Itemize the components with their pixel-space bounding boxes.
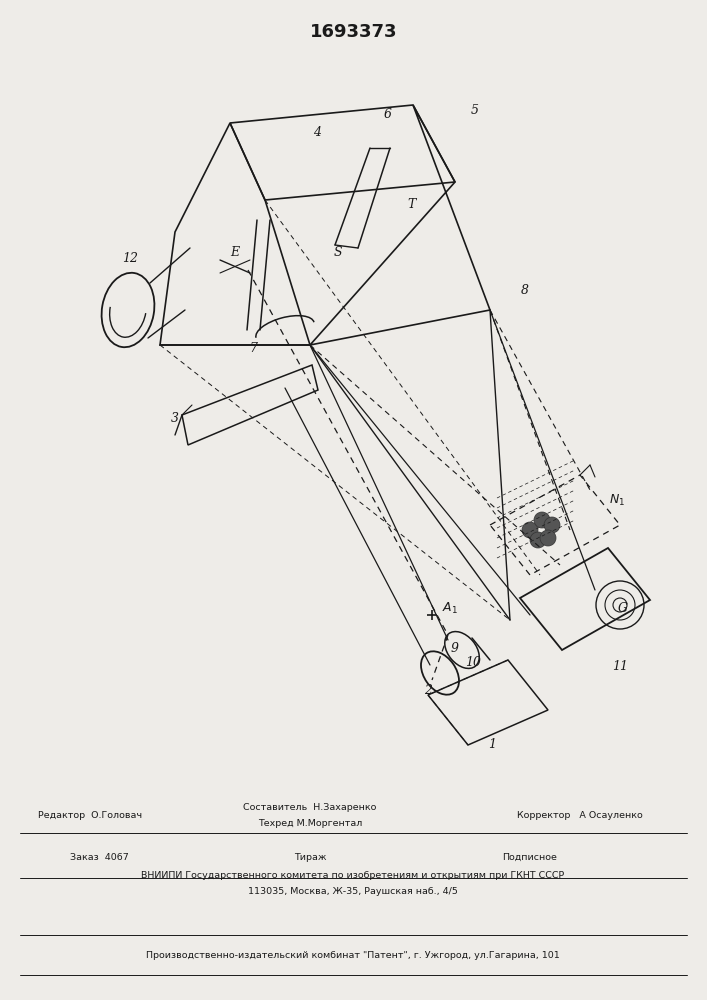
Text: Тираж: Тираж — [293, 852, 326, 861]
Circle shape — [540, 530, 556, 546]
Text: 4: 4 — [313, 126, 321, 139]
Text: Корректор   А Осауленко: Корректор А Осауленко — [517, 810, 643, 820]
Text: 10: 10 — [465, 656, 481, 668]
Text: 11: 11 — [612, 660, 628, 672]
Text: Составитель  Н.Захаренко: Составитель Н.Захаренко — [243, 804, 377, 812]
Text: E: E — [230, 245, 240, 258]
Text: T: T — [408, 198, 416, 212]
Text: 6: 6 — [384, 108, 392, 121]
Text: 1693373: 1693373 — [310, 23, 397, 41]
Text: 1: 1 — [488, 738, 496, 752]
Text: 12: 12 — [122, 251, 138, 264]
Text: 2: 2 — [424, 684, 432, 696]
Text: Редактор  О.Головач: Редактор О.Головач — [38, 810, 142, 820]
Circle shape — [530, 532, 546, 548]
Text: 9: 9 — [451, 642, 459, 654]
Text: ВНИИПИ Государственного комитета по изобретениям и открытиям при ГКНТ СССР: ВНИИПИ Государственного комитета по изоб… — [141, 870, 565, 880]
Text: 7: 7 — [249, 342, 257, 355]
Text: $A_1$: $A_1$ — [442, 600, 458, 616]
Text: 8: 8 — [521, 284, 529, 296]
Text: G: G — [618, 601, 628, 614]
Text: 3: 3 — [171, 412, 179, 424]
Text: $N_1$: $N_1$ — [609, 492, 625, 508]
Text: Подписное: Подписное — [503, 852, 557, 861]
Text: S: S — [334, 245, 342, 258]
Circle shape — [522, 522, 538, 538]
Text: Заказ  4067: Заказ 4067 — [70, 852, 129, 861]
Text: 5: 5 — [471, 104, 479, 116]
Text: Производственно-издательский комбинат "Патент", г. Ужгород, ул.Гагарина, 101: Производственно-издательский комбинат "П… — [146, 950, 560, 960]
Circle shape — [534, 512, 550, 528]
Circle shape — [544, 517, 560, 533]
Text: 113035, Москва, Ж-35, Раушская наб., 4/5: 113035, Москва, Ж-35, Раушская наб., 4/5 — [248, 888, 458, 896]
Text: Техред М.Моргентал: Техред М.Моргентал — [258, 820, 362, 828]
